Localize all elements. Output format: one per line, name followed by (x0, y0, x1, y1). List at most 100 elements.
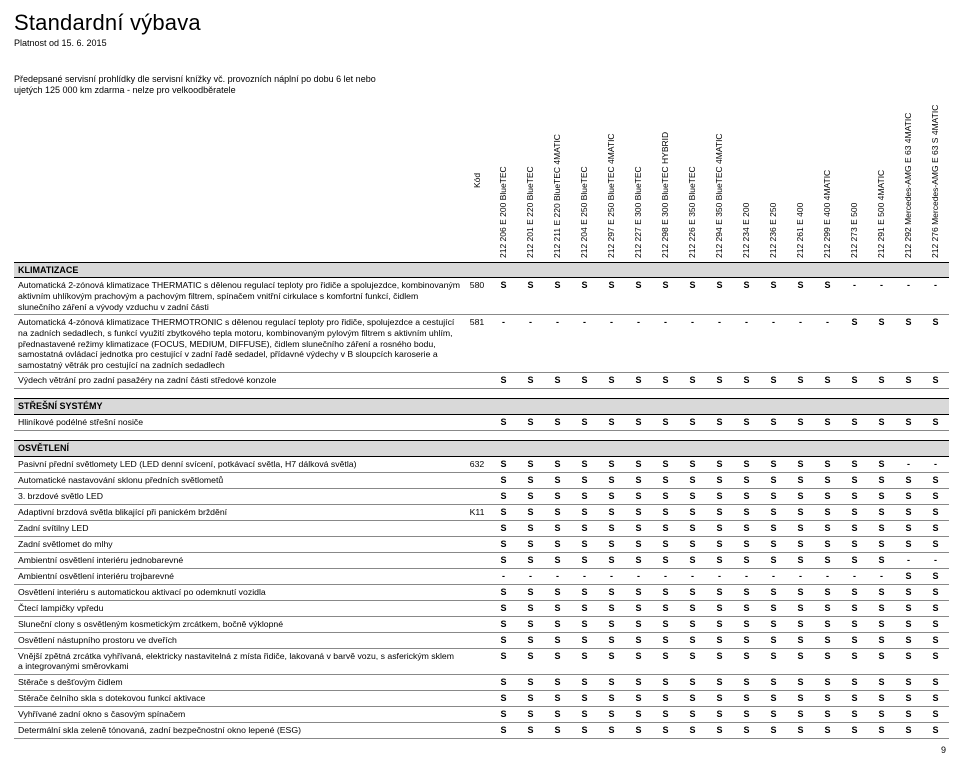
cell-value: S (517, 616, 544, 632)
cell-value: S (490, 691, 517, 707)
cell-value: S (517, 553, 544, 569)
cell-value: S (652, 278, 679, 315)
cell-value: S (868, 722, 895, 738)
cell-value: S (571, 473, 598, 489)
cell-value: S (679, 675, 706, 691)
cell-value: S (895, 569, 922, 585)
cell-value: S (868, 707, 895, 723)
cell-value: S (787, 473, 814, 489)
cell-value: S (868, 537, 895, 553)
cell-value: S (625, 600, 652, 616)
cell-value: S (490, 505, 517, 521)
cell-value: S (598, 489, 625, 505)
table-row: 3. brzdové světlo LEDSSSSSSSSSSSSSSSSS (14, 489, 949, 505)
cell-value: S (625, 457, 652, 473)
cell-value: S (814, 537, 841, 553)
cell-value: S (517, 521, 544, 537)
cell-value: S (625, 505, 652, 521)
cell-value: S (571, 675, 598, 691)
cell-value: - (571, 569, 598, 585)
cell-value: S (490, 415, 517, 431)
spec-table: Kód 212 206 E 200 BlueTEC 212 201 E 220 … (14, 101, 949, 739)
cell-value: S (625, 691, 652, 707)
cell-value: S (490, 553, 517, 569)
cell-value: S (814, 707, 841, 723)
cell-value: S (598, 457, 625, 473)
cell-value: S (571, 415, 598, 431)
row-description: Stěrače čelního skla s dotekovou funkcí … (14, 691, 464, 707)
cell-value: S (625, 489, 652, 505)
cell-value: S (571, 707, 598, 723)
cell-value: S (652, 505, 679, 521)
cell-value: S (787, 600, 814, 616)
cell-value: S (544, 707, 571, 723)
cell-value: S (895, 373, 922, 389)
cell-value: S (787, 373, 814, 389)
cell-value: S (652, 553, 679, 569)
table-row: Čtecí lampičky vpředuSSSSSSSSSSSSSSSSS (14, 600, 949, 616)
cell-value: S (517, 632, 544, 648)
page-title: Standardní výbava (14, 10, 946, 36)
variant-header: 212 298 E 300 BlueTEC HYBRID (652, 101, 679, 263)
variant-header: 212 211 E 220 BlueTEC 4MATIC (544, 101, 571, 263)
cell-value: S (625, 415, 652, 431)
cell-value: S (706, 675, 733, 691)
cell-value: - (598, 569, 625, 585)
cell-value: S (517, 537, 544, 553)
cell-value: - (652, 315, 679, 373)
cell-value: S (571, 648, 598, 674)
cell-value: S (841, 505, 868, 521)
cell-value: S (652, 616, 679, 632)
cell-value: S (679, 632, 706, 648)
cell-value: S (679, 521, 706, 537)
cell-value: S (733, 537, 760, 553)
cell-value: S (868, 315, 895, 373)
cell-value: S (490, 632, 517, 648)
cell-value: S (814, 521, 841, 537)
cell-value: S (652, 722, 679, 738)
cell-value: S (598, 278, 625, 315)
cell-value: S (760, 521, 787, 537)
cell-value: S (598, 691, 625, 707)
cell-value: S (679, 505, 706, 521)
cell-value: S (652, 691, 679, 707)
cell-value: S (787, 616, 814, 632)
table-row: Zadní svítilny LEDSSSSSSSSSSSSSSSSS (14, 521, 949, 537)
variant-header: 212 291 E 500 4MATIC (868, 101, 895, 263)
cell-value: S (760, 473, 787, 489)
variant-header: 212 204 E 250 BlueTEC (571, 101, 598, 263)
cell-value: S (598, 584, 625, 600)
cell-value: - (922, 278, 949, 315)
cell-value: S (706, 278, 733, 315)
cell-value: S (787, 278, 814, 315)
cell-value: S (625, 632, 652, 648)
cell-value: - (841, 278, 868, 315)
cell-value: S (679, 537, 706, 553)
cell-value: S (571, 553, 598, 569)
cell-value: S (814, 373, 841, 389)
cell-value: S (814, 691, 841, 707)
row-code (464, 722, 490, 738)
cell-value: S (625, 553, 652, 569)
cell-value: S (733, 278, 760, 315)
cell-value: S (841, 537, 868, 553)
cell-value: S (571, 537, 598, 553)
table-row: Stěrače s dešťovým čidlemSSSSSSSSSSSSSSS… (14, 675, 949, 691)
cell-value: S (544, 373, 571, 389)
cell-value: S (490, 537, 517, 553)
cell-value: S (517, 505, 544, 521)
row-description: Hliníkové podélné střešní nosiče (14, 415, 464, 431)
cell-value: S (733, 632, 760, 648)
cell-value: S (598, 473, 625, 489)
cell-value: S (490, 600, 517, 616)
cell-value: S (841, 489, 868, 505)
cell-value: S (706, 415, 733, 431)
cell-value: S (895, 648, 922, 674)
cell-value: S (760, 691, 787, 707)
cell-value: S (679, 600, 706, 616)
row-code (464, 415, 490, 431)
cell-value: S (490, 473, 517, 489)
cell-value: S (706, 553, 733, 569)
variant-header: 212 201 E 220 BlueTEC (517, 101, 544, 263)
cell-value: S (652, 373, 679, 389)
